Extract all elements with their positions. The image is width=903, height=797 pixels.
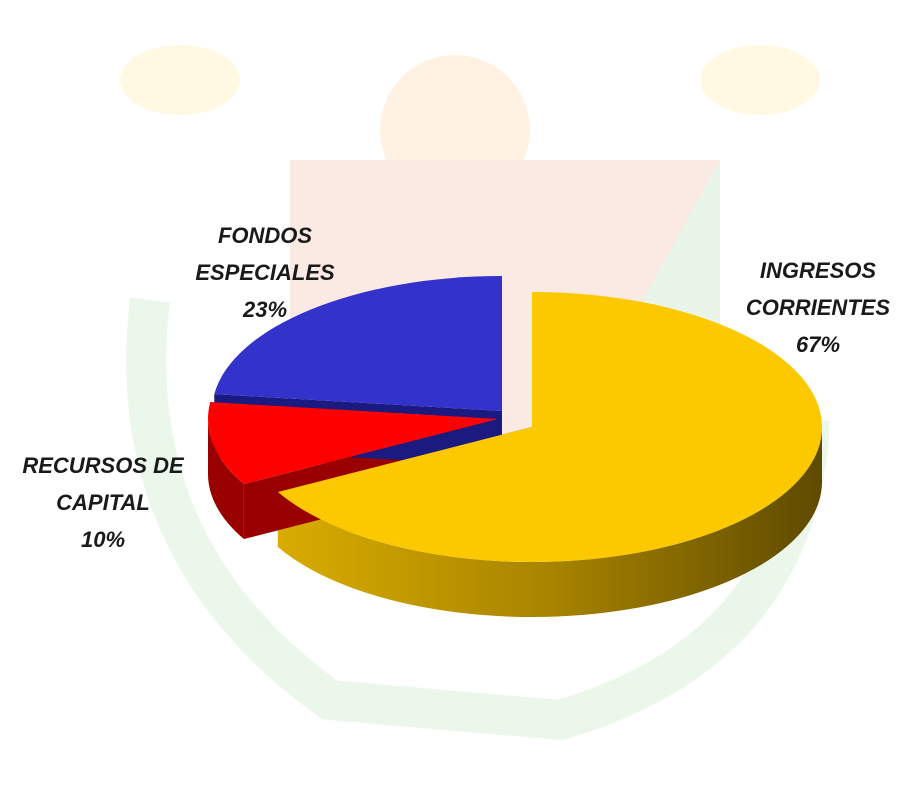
pie-slice xyxy=(214,276,502,411)
slice-label: FONDOS ESPECIALES xyxy=(195,223,335,285)
pie-tops xyxy=(208,276,822,563)
slice-percent: 23% xyxy=(242,297,288,322)
slice-side xyxy=(277,427,822,617)
slice-side xyxy=(208,419,244,540)
slice-label: INGRESOS CORRIENTES xyxy=(745,258,891,320)
slice-percent: 10% xyxy=(80,527,126,552)
pie-slice xyxy=(208,402,499,485)
slice-percent: 67% xyxy=(795,332,841,357)
pie-slice xyxy=(277,292,822,563)
slice-label: RECURSOS DE CAPITAL xyxy=(22,453,184,515)
